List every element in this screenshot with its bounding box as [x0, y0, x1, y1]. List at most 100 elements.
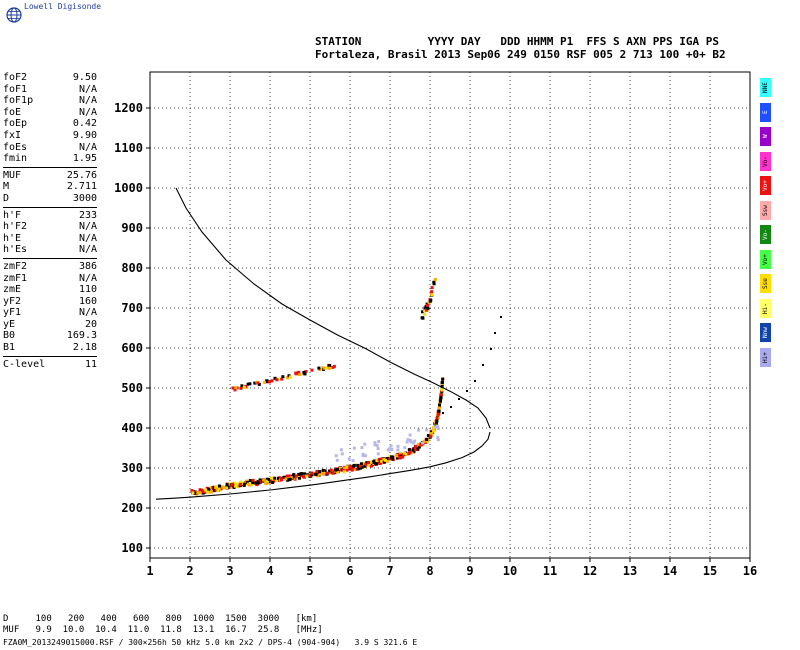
parameter-row: h'F2 N/A: [3, 221, 97, 233]
parameter-group-heights: h'F 233 h'F2 N/A h'E N/A h'Es N/A: [3, 210, 97, 256]
globe-icon: [6, 7, 22, 23]
echo-mark-multihop: [297, 370, 301, 374]
echo-mark-f-layer: [207, 487, 211, 491]
echo-mark-f-layer: [271, 481, 275, 484]
echo-mark-f-layer: [225, 486, 229, 490]
echo-mark-f-layer: [204, 488, 207, 492]
echo-mark-multihop: [328, 364, 332, 367]
echo-mark-multihop: [253, 381, 257, 385]
echo-mark-f-layer: [201, 491, 205, 495]
echo-mark-spread: [376, 447, 380, 451]
echo-mark-f-layer: [264, 482, 268, 486]
divider: [3, 257, 97, 259]
echo-mark-f-layer: [239, 483, 243, 487]
legend-swatch: Nnw: [760, 323, 771, 342]
echo-mark-multihop: [285, 376, 289, 380]
parameter-value: N/A: [78, 244, 97, 256]
legend-swatch: NNE: [760, 78, 771, 97]
legend-swatch: Vo-: [760, 151, 771, 171]
echo-mark-f-layer: [209, 490, 213, 494]
divider: [3, 206, 97, 208]
echo-mark-f-layer: [411, 448, 415, 452]
echo-mark-f-layer: [435, 419, 439, 423]
parameter-name: MUF: [3, 169, 22, 181]
parameter-row: h'E N/A: [3, 233, 97, 245]
parameter-row: zmF2 386: [3, 261, 97, 273]
echo-mark-spread: [340, 452, 344, 456]
parameter-row: C-level 11: [3, 359, 97, 371]
echo-mark-multihop: [325, 366, 329, 370]
echo-mark-f-layer: [439, 396, 443, 399]
echo-mark-f-layer: [388, 457, 392, 461]
echo-mark-f-layer: [348, 466, 352, 470]
echo-mark-f-layer: [437, 409, 441, 413]
echo-mark-f-layer: [435, 421, 438, 425]
echo-mark-oblique: [494, 332, 496, 334]
echo-mark-multihop: [273, 376, 277, 380]
echo-mark-f-layer: [267, 477, 271, 481]
electron-density-profile-curve: [155, 431, 491, 500]
parameter-value: 9.50: [72, 72, 97, 83]
echo-mark-f-layer: [440, 381, 444, 384]
parameter-panel: foF2 9.50 foF1 N/A foF1p N/A foE N/A foEp 0.42 fxI…: [3, 72, 97, 370]
y-tick-label: 700: [121, 301, 143, 315]
parameter-value: 20: [84, 318, 97, 330]
echo-mark-f-layer: [375, 461, 379, 465]
echo-mark-multihop: [268, 380, 271, 384]
parameter-name: foF2: [3, 72, 28, 83]
parameter-row: foF1p N/A: [3, 95, 97, 107]
echo-mark-f-layer: [262, 478, 266, 482]
echo-mark-f-layer: [323, 472, 326, 475]
echo-mark-multihop: [298, 373, 302, 376]
echo-mark-multihop: [280, 377, 284, 381]
parameter-name: D: [3, 192, 10, 204]
echo-mark-spread: [403, 446, 407, 450]
echo-mark-f-layer: [403, 451, 407, 455]
parameter-name: fxI: [3, 129, 22, 141]
echo-mark-f-layer: [321, 468, 325, 472]
echo-mark-f-layer: [212, 489, 216, 493]
header-line-1: STATION YYYY DAY DDD HHMM P1 FFS S AXN P…: [315, 35, 719, 48]
echo-mark-f-layer: [291, 475, 295, 479]
echo-mark-f-layer: [270, 476, 273, 480]
echo-mark-f-layer: [248, 479, 252, 482]
echo-mark-f-layer: [367, 464, 371, 468]
echo-mark-multihop: [289, 375, 293, 379]
parameter-name: zmF1: [3, 272, 28, 284]
echo-mark-spread: [412, 441, 415, 445]
divider: [3, 166, 97, 168]
echo-mark-f-layer: [303, 472, 307, 476]
echo-mark-f-layer: [363, 464, 367, 468]
echo-mark-f-layer: [429, 434, 433, 438]
echo-mark-f-layer: [336, 470, 339, 474]
echo-mark-f-layer: [194, 491, 198, 495]
parameter-row: MUF 25.76: [3, 170, 97, 182]
echo-mark-f-layer: [399, 452, 403, 456]
echo-mark-f-layer: [196, 491, 200, 495]
echo-mark-f-layer: [362, 462, 366, 466]
echo-mark-f-layer: [251, 478, 255, 482]
parameter-name: C-level: [3, 358, 46, 370]
echo-mark-spread: [361, 454, 365, 458]
echo-mark-f-layer: [274, 478, 278, 482]
echo-mark-f-layer: [305, 474, 309, 478]
echo-mark-f-layer: [422, 439, 426, 443]
echo-mark-f-layer: [326, 471, 330, 475]
echo-mark-f-layer: [191, 491, 195, 495]
echo-mark-high: [423, 312, 427, 316]
parameter-value: 386: [78, 260, 97, 272]
echo-mark-f-layer: [352, 464, 356, 468]
echo-mark-multihop: [281, 375, 285, 379]
echo-mark-f-layer: [372, 461, 376, 465]
echo-mark-f-layer: [345, 468, 349, 472]
echo-mark-f-layer: [360, 465, 364, 469]
echo-mark-oblique: [500, 316, 502, 318]
echo-mark-f-layer: [198, 491, 202, 495]
echo-mark-spread: [347, 457, 351, 461]
echo-mark-f-layer: [426, 434, 430, 437]
echo-mark-multihop: [231, 386, 235, 390]
echo-mark-f-layer: [230, 483, 234, 487]
echo-mark-high: [429, 298, 433, 302]
echo-mark-f-layer: [414, 444, 418, 448]
parameter-name: h'Es: [3, 244, 28, 256]
